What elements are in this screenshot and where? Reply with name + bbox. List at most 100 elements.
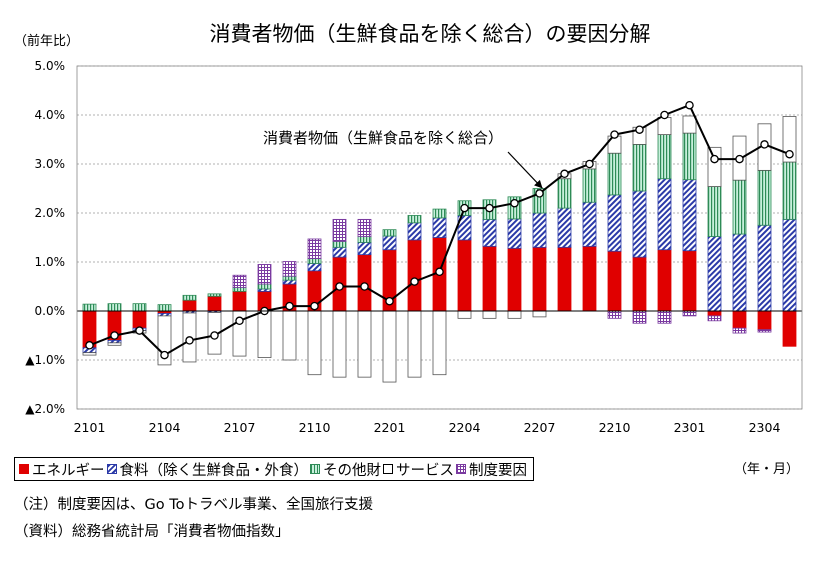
bar-food (332, 246, 347, 258)
legend-item-service: サービス (383, 459, 454, 480)
bar-food (282, 279, 297, 285)
line-point (685, 100, 694, 110)
bar-food (782, 218, 797, 312)
line-point (210, 331, 219, 340)
legend-label-food: 食料（除く生鮮食品・外食） (119, 462, 309, 479)
line-point (560, 169, 569, 179)
bar-energy (232, 290, 247, 312)
legend-item-institutional: 制度要因 (456, 459, 527, 480)
bar-energy (457, 239, 472, 312)
line-point (510, 198, 519, 208)
bar-other (282, 275, 297, 281)
bar-food (382, 235, 397, 251)
line-point (760, 140, 769, 149)
y-tick-label: 1.0% (35, 255, 66, 269)
bar-service (457, 310, 472, 319)
bar-food (582, 201, 597, 247)
bar-food (657, 178, 672, 251)
x-tick-label: 2207 (524, 420, 556, 435)
bar-other (357, 236, 372, 243)
y-tick-label: 2.0% (35, 206, 66, 220)
legend-swatch-energy (19, 464, 29, 474)
bar-food (307, 263, 322, 272)
bar-institutional (632, 310, 647, 324)
bar-food (632, 190, 647, 258)
y-tick-label: 4.0% (35, 108, 66, 122)
bar-institutional (357, 218, 372, 237)
bar-service (407, 310, 422, 378)
bar-food (732, 233, 747, 312)
bar-food (557, 207, 572, 248)
line-point (385, 296, 394, 306)
bar-other (382, 229, 397, 237)
x-tick-label: 2107 (224, 420, 256, 435)
bar-other (132, 303, 147, 312)
bar-food (407, 222, 422, 241)
y-tick-label: 3.0% (35, 157, 66, 171)
bar-food (682, 179, 697, 252)
bar-other (107, 303, 122, 312)
bar-energy (182, 299, 197, 312)
bar-other (432, 208, 447, 219)
bar-other (607, 152, 622, 196)
legend-swatch-service (383, 464, 393, 474)
bar-energy (207, 295, 222, 312)
line-point (310, 301, 319, 311)
bar-service (382, 310, 397, 383)
line-point (585, 159, 594, 169)
bar-other (582, 168, 597, 203)
bar-food (432, 217, 447, 238)
bar-other (757, 169, 772, 226)
bar-energy (482, 245, 497, 312)
bar-other (707, 186, 722, 237)
bar-other (157, 304, 172, 312)
line-point (335, 282, 344, 291)
bar-other (332, 241, 347, 248)
bar-energy (557, 246, 572, 312)
bar-institutional (232, 274, 247, 288)
annotation-arrow-line (507, 151, 543, 189)
y-tick-label: ▲2.0% (25, 402, 65, 416)
x-tick-label: 2101 (74, 420, 106, 435)
bar-food (507, 218, 522, 249)
bar-other (182, 294, 197, 301)
bar-service (107, 342, 122, 346)
bar-institutional (282, 261, 297, 277)
bar-service (282, 310, 297, 361)
bar-food (532, 212, 547, 248)
bar-institutional (682, 310, 697, 317)
bar-food (707, 236, 722, 312)
x-tick-label: 2204 (449, 420, 481, 435)
line-point (735, 154, 744, 164)
line-point (610, 130, 619, 139)
line-point (535, 189, 544, 198)
bar-other (407, 215, 422, 224)
line-point (785, 149, 794, 159)
legend-item-food: 食料（除く生鮮食品・外食） (106, 459, 309, 480)
line-point (485, 203, 494, 213)
bar-energy (532, 246, 547, 312)
bar-service (507, 310, 522, 319)
bar-institutional (757, 329, 772, 333)
bar-energy (782, 310, 797, 347)
line-point (435, 267, 444, 277)
bar-service (332, 310, 347, 378)
bar-energy (707, 310, 722, 317)
bar-service (532, 310, 547, 318)
bar-institutional (707, 315, 722, 322)
bar-other (732, 179, 747, 235)
bar-service (257, 310, 272, 358)
chart-legend: エネルギー 食料（除く生鮮食品・外食） その他財 サービス 制度要因 (14, 457, 534, 481)
bar-service (657, 117, 672, 135)
y-tick-label: ▲1.0% (25, 353, 65, 367)
chart-title: 消費者物価（生鮮食品を除く総合）の要因分解 (209, 22, 651, 46)
bar-institutional (657, 310, 672, 324)
legend-label-institutional: 制度要因 (469, 462, 527, 479)
bar-food (482, 218, 497, 247)
bar-other (307, 258, 322, 264)
chart-plot: ▲2.0% ▲1.0% 0.0% 1.0% 2.0% 3.0% 4.0% 5.0% 2101 21… (25, 59, 803, 435)
y-tick-label: 5.0% (35, 59, 66, 73)
bar-energy (507, 247, 522, 312)
bar-other (557, 178, 572, 209)
annotation-arrow-head (534, 179, 543, 189)
